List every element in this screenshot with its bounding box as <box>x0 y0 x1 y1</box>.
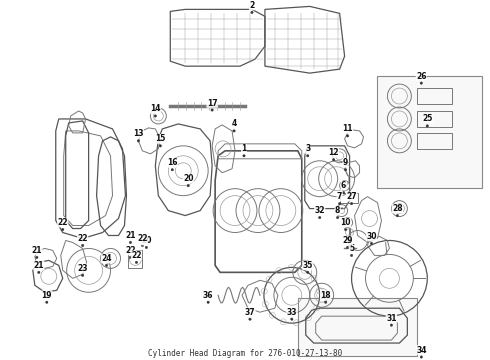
Circle shape <box>249 318 251 320</box>
Text: 21: 21 <box>31 246 42 255</box>
Circle shape <box>233 130 235 132</box>
Circle shape <box>135 261 138 264</box>
Text: 29: 29 <box>343 236 353 245</box>
Circle shape <box>145 246 147 249</box>
Text: 36: 36 <box>203 291 214 300</box>
Text: 22: 22 <box>131 251 142 260</box>
Text: 22: 22 <box>125 246 136 255</box>
Text: 4: 4 <box>231 120 237 129</box>
Circle shape <box>243 154 245 157</box>
Text: 22: 22 <box>57 218 68 227</box>
Text: 3: 3 <box>305 144 310 153</box>
Text: 5: 5 <box>349 244 354 253</box>
Text: 18: 18 <box>320 291 331 300</box>
Circle shape <box>291 318 293 320</box>
Text: 34: 34 <box>416 346 427 355</box>
Circle shape <box>420 82 422 84</box>
Circle shape <box>396 214 398 217</box>
Text: 11: 11 <box>343 125 353 134</box>
Text: 9: 9 <box>343 158 348 167</box>
Text: 8: 8 <box>335 206 341 215</box>
Circle shape <box>307 271 309 274</box>
Circle shape <box>129 241 132 244</box>
Circle shape <box>390 324 392 326</box>
Circle shape <box>211 109 213 111</box>
Text: 24: 24 <box>101 254 112 263</box>
Circle shape <box>36 256 38 258</box>
Circle shape <box>81 244 84 247</box>
Bar <box>417 133 452 149</box>
Text: 13: 13 <box>133 129 144 138</box>
Bar <box>377 76 482 188</box>
Text: 20: 20 <box>141 236 151 245</box>
Text: 14: 14 <box>150 104 161 113</box>
Text: 27: 27 <box>346 192 357 201</box>
Text: 21: 21 <box>125 231 136 240</box>
Text: Cylinder Head Diagram for 276-010-27-13-80: Cylinder Head Diagram for 276-010-27-13-… <box>148 349 342 358</box>
Circle shape <box>426 125 428 127</box>
Text: 19: 19 <box>42 291 52 300</box>
Circle shape <box>81 274 84 276</box>
Text: 37: 37 <box>245 308 255 317</box>
Circle shape <box>420 356 422 358</box>
Text: 2: 2 <box>249 1 255 10</box>
Text: 25: 25 <box>422 114 433 123</box>
Circle shape <box>307 154 309 157</box>
Circle shape <box>350 254 353 257</box>
Circle shape <box>129 256 132 258</box>
Text: 28: 28 <box>392 204 403 213</box>
Text: 6: 6 <box>341 181 346 190</box>
Circle shape <box>344 168 347 171</box>
Circle shape <box>343 192 345 194</box>
Circle shape <box>350 202 353 205</box>
Bar <box>417 111 452 127</box>
Text: 30: 30 <box>366 232 377 241</box>
Text: 31: 31 <box>386 314 397 323</box>
Text: 23: 23 <box>77 264 88 273</box>
Circle shape <box>324 301 327 303</box>
Circle shape <box>207 301 209 303</box>
Text: 16: 16 <box>167 158 177 167</box>
Text: 35: 35 <box>302 261 313 270</box>
Text: 15: 15 <box>155 134 166 143</box>
Circle shape <box>46 301 48 303</box>
Circle shape <box>141 244 144 247</box>
Circle shape <box>38 271 40 274</box>
Circle shape <box>187 184 190 187</box>
Circle shape <box>154 115 156 117</box>
Circle shape <box>137 140 140 142</box>
Text: 20: 20 <box>183 174 194 183</box>
Circle shape <box>105 264 108 266</box>
Text: 22: 22 <box>77 234 88 243</box>
Circle shape <box>62 228 64 231</box>
Text: 22: 22 <box>137 234 147 243</box>
Text: 7: 7 <box>337 192 343 201</box>
Text: 21: 21 <box>34 261 44 270</box>
Circle shape <box>318 216 321 219</box>
Bar <box>298 298 417 356</box>
Bar <box>340 193 358 203</box>
Text: 33: 33 <box>287 308 297 317</box>
Bar <box>417 88 452 104</box>
Circle shape <box>344 228 347 231</box>
Circle shape <box>251 11 253 14</box>
Circle shape <box>370 242 373 245</box>
Text: 32: 32 <box>315 206 325 215</box>
Text: 1: 1 <box>242 144 246 153</box>
Circle shape <box>332 159 335 161</box>
Circle shape <box>171 168 173 171</box>
Text: 12: 12 <box>328 148 339 157</box>
Circle shape <box>346 135 349 137</box>
Text: 17: 17 <box>207 99 218 108</box>
Circle shape <box>337 216 339 219</box>
Circle shape <box>339 202 341 205</box>
Circle shape <box>159 145 162 147</box>
Text: 26: 26 <box>416 72 427 81</box>
Text: 10: 10 <box>341 218 351 227</box>
Circle shape <box>346 246 349 249</box>
Bar <box>128 251 143 268</box>
